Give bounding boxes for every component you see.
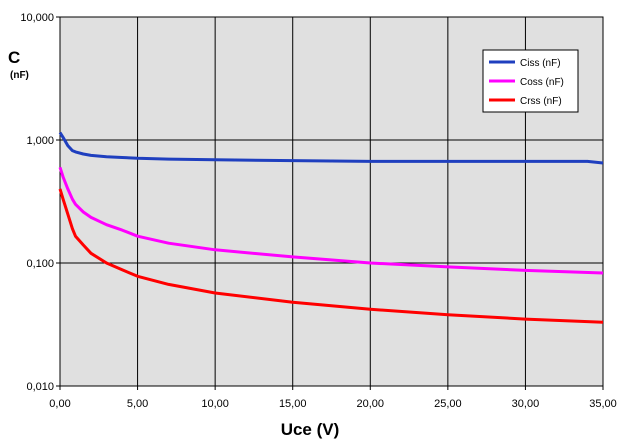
vertical-gridlines <box>59 17 604 390</box>
y-tick-label: 0,100 <box>26 258 54 270</box>
series-lines <box>58 131 604 324</box>
horizontal-gridlines <box>56 16 603 387</box>
series-line-coss <box>58 166 604 275</box>
x-tick-label: 25,00 <box>434 398 462 410</box>
legend: Ciss (nF) Coss (nF) Crss (nF) <box>482 49 579 113</box>
legend-label-coss: Coss (nF) <box>520 77 564 88</box>
x-tick-label: 30,00 <box>512 398 540 410</box>
x-tick-label: 35,00 <box>589 398 617 410</box>
x-tick-label: 5,00 <box>127 398 148 410</box>
x-axis-title: Uce (V) <box>280 420 340 439</box>
series-line-ciss <box>58 131 604 165</box>
y-tick-label: 10,000 <box>20 12 54 24</box>
legend-label-crss: Crss (nF) <box>520 96 562 107</box>
y-tick-label: 1,000 <box>26 135 54 147</box>
x-tick-label: 10,00 <box>201 398 229 410</box>
x-tick-label: 0,00 <box>49 398 70 410</box>
y-axis-title: C <box>8 48 21 67</box>
x-tick-label: 15,00 <box>279 398 307 410</box>
y-axis-unit: (nF) <box>10 70 29 81</box>
series-line-crss <box>58 188 604 324</box>
x-tick-label: 20,00 <box>357 398 385 410</box>
y-tick-label: 0,010 <box>26 381 54 393</box>
x-tick-labels: 0,00 5,00 10,00 15,00 20,00 25,00 30,00 35,00 <box>49 398 616 410</box>
y-tick-labels: 0,010 0,100 1,000 10,000 <box>20 12 54 393</box>
legend-label-ciss: Ciss (nF) <box>520 58 561 69</box>
